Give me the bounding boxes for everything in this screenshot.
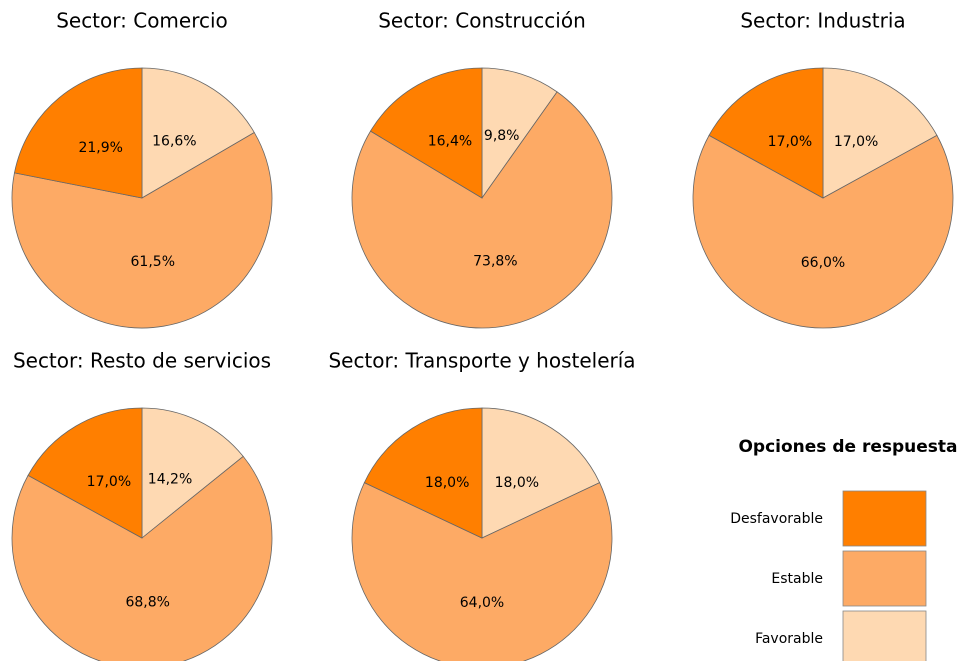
pie-slice bbox=[481, 67, 558, 200]
pie-slice bbox=[351, 91, 613, 329]
pie-slice bbox=[692, 134, 954, 329]
pie-slice bbox=[708, 67, 824, 199]
data-label: 9,8% bbox=[484, 128, 520, 144]
data-label: 21,9% bbox=[78, 140, 122, 156]
data-label: 64,0% bbox=[460, 595, 504, 611]
pie-slice bbox=[11, 455, 273, 661]
legend-swatch bbox=[842, 610, 927, 661]
chart-title: Sector: Transporte y hostelería bbox=[328, 349, 635, 373]
legend-label: Estable bbox=[771, 571, 823, 587]
legend-title: Opciones de respuesta bbox=[738, 437, 957, 457]
data-label: 16,6% bbox=[152, 134, 196, 150]
data-label: 16,4% bbox=[428, 133, 472, 149]
pie-slice bbox=[351, 482, 613, 661]
legend-label: Desfavorable bbox=[730, 511, 823, 527]
pie-slice bbox=[141, 407, 244, 539]
legend-swatch bbox=[842, 490, 927, 547]
chart-title: Sector: Resto de servicios bbox=[13, 349, 271, 373]
pie-slice bbox=[363, 407, 483, 539]
legend-swatch bbox=[842, 550, 927, 607]
pie-slice bbox=[27, 407, 143, 539]
pie-slice bbox=[822, 67, 938, 199]
chart-title: Sector: Comercio bbox=[56, 9, 228, 33]
chart-title: Sector: Industria bbox=[740, 9, 905, 33]
data-label: 17,0% bbox=[87, 474, 131, 490]
pie-slice bbox=[13, 67, 143, 199]
data-label: 18,0% bbox=[495, 475, 539, 491]
data-label: 17,0% bbox=[768, 134, 812, 150]
pie-slice bbox=[481, 407, 601, 539]
pie-slice bbox=[369, 67, 483, 199]
data-label: 66,0% bbox=[801, 255, 845, 271]
data-label: 14,2% bbox=[148, 471, 192, 487]
pie-slice bbox=[141, 67, 255, 199]
chart-title: Sector: Construcción bbox=[378, 9, 586, 33]
data-label: 73,8% bbox=[473, 254, 517, 270]
data-label: 17,0% bbox=[834, 134, 878, 150]
data-label: 61,5% bbox=[131, 254, 175, 270]
pie-slice bbox=[11, 131, 273, 329]
data-label: 18,0% bbox=[425, 475, 469, 491]
legend-label: Favorable bbox=[755, 631, 823, 647]
data-label: 68,8% bbox=[125, 595, 169, 611]
